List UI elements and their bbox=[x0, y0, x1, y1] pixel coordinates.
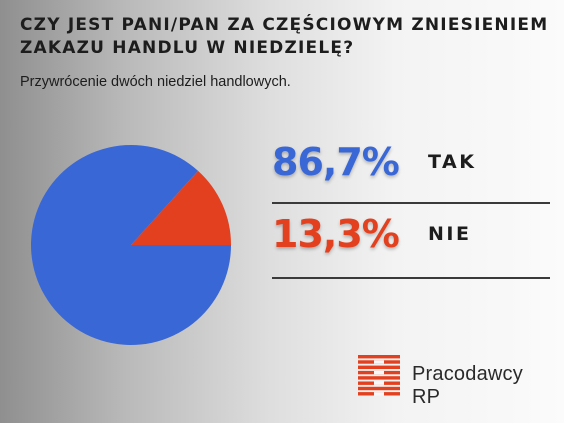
legend-row-nie: 13,3% NIE bbox=[272, 212, 550, 268]
value-label-tak: 86,7% bbox=[272, 140, 400, 184]
legend-row-tak: 86,7% TAK bbox=[272, 140, 550, 196]
chart-title: CZY JEST PANI/PAN ZA CZĘŚCIOWYM ZNIESIEN… bbox=[20, 15, 549, 58]
brand-logo: Pracodawcy RP bbox=[356, 352, 546, 408]
pracodawcy-logo-icon bbox=[358, 355, 400, 396]
brand-name: Pracodawcy RP bbox=[412, 363, 523, 408]
pie-chart bbox=[30, 145, 231, 345]
divider bbox=[272, 277, 550, 279]
divider bbox=[272, 202, 550, 204]
category-label-nie: NIE bbox=[428, 223, 472, 245]
pie-slice-nie bbox=[131, 170, 231, 245]
category-label-tak: TAK bbox=[428, 151, 477, 173]
value-label-nie: 13,3% bbox=[272, 212, 400, 256]
chart-subtitle: Przywrócenie dwóch niedziel handlowych. bbox=[20, 74, 291, 90]
